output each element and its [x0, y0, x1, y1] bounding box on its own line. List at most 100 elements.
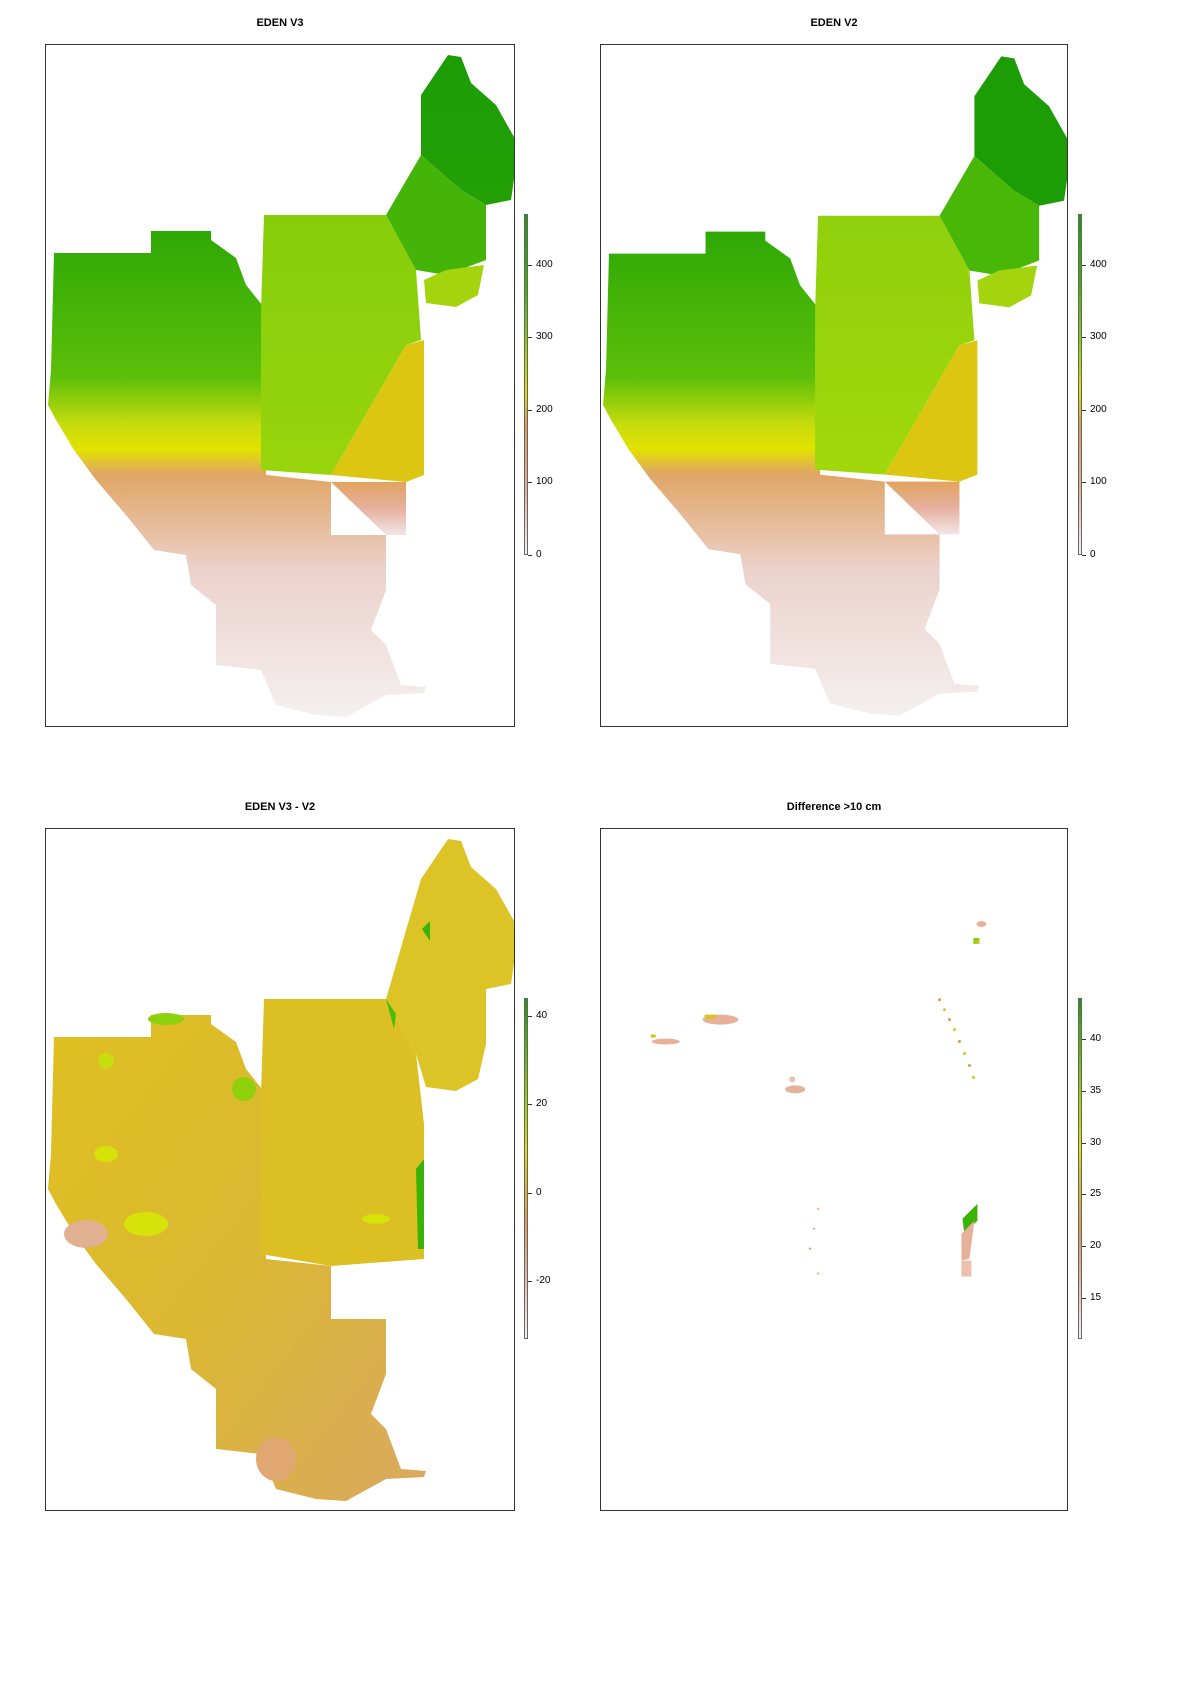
map-patch	[952, 1028, 956, 1032]
legend-tick-label: 0	[536, 549, 542, 560]
map-patch	[94, 1146, 118, 1162]
map-patch	[704, 1014, 717, 1019]
legend-tick-label: 200	[536, 403, 553, 415]
legend-tick-label: 300	[1090, 331, 1107, 343]
map-raster	[650, 921, 987, 1277]
legend: 0 100 200 300 400	[524, 214, 584, 560]
legend: 15 20 25 30 35 40	[1078, 998, 1138, 1343]
map-patch	[816, 1207, 820, 1211]
legend-tick-label: 200	[1090, 403, 1107, 415]
legend-tick	[1082, 337, 1086, 339]
legend-tick	[1082, 264, 1086, 266]
legend: -20 0 20 40	[524, 998, 584, 1343]
map-region-northeast-small	[424, 265, 484, 307]
map-region-northeast-mid	[386, 155, 486, 275]
legend-tick	[1082, 482, 1086, 484]
map-patch	[962, 1052, 966, 1055]
legend-tick	[528, 1015, 532, 1017]
map-patch	[422, 921, 430, 941]
map-region-west	[48, 1015, 426, 1501]
map-patch	[386, 999, 396, 1029]
map-frame	[45, 44, 515, 727]
map-patch	[256, 1437, 296, 1481]
map-patch	[971, 1075, 975, 1079]
legend-tick	[1082, 1194, 1086, 1196]
map-patch	[976, 940, 980, 944]
legend-tick	[528, 555, 532, 556]
map-patch	[962, 1203, 978, 1234]
map-patch	[938, 998, 942, 1002]
map-raster	[602, 56, 1067, 716]
legend-tick	[528, 1104, 532, 1106]
map-patch	[64, 1220, 108, 1248]
legend-tick-label: 400	[536, 258, 553, 270]
map-patch	[416, 1159, 424, 1249]
legend-tick	[528, 1281, 532, 1283]
panel-title: EDEN V2	[810, 17, 858, 29]
legend-colorbar	[524, 214, 528, 555]
map-patch	[961, 1220, 975, 1261]
panel-title: EDEN V3	[256, 17, 304, 29]
legend-tick-label: 0	[536, 1186, 542, 1198]
map-region-northeast-mid	[939, 155, 1040, 276]
map-patch	[651, 1038, 680, 1045]
legend-colorbar	[524, 998, 528, 1339]
map-region-southeast	[884, 481, 960, 535]
legend-colorbar	[1078, 998, 1082, 1339]
map-patch	[957, 1040, 961, 1044]
legend-tick-label: 20	[536, 1098, 548, 1110]
map-region-northeast	[386, 839, 514, 1091]
legend-tick	[1082, 409, 1086, 411]
map-region-yellow-wedge	[884, 340, 978, 482]
legend-tick	[1082, 555, 1086, 556]
map-region-northeast-upper	[974, 56, 1067, 206]
map-region-southeast	[331, 482, 406, 535]
legend-tick	[1082, 1091, 1086, 1092]
legend-tick-label: 100	[536, 476, 553, 488]
legend-tick	[528, 482, 532, 484]
map-region-middle	[261, 999, 424, 1266]
legend-tick	[1082, 1246, 1086, 1247]
panel-title: Difference >10 cm	[786, 801, 882, 813]
map-patch	[976, 921, 987, 928]
map-frame	[45, 828, 515, 1511]
legend-tick	[528, 337, 532, 339]
panel-title: EDEN V3 - V2	[244, 801, 316, 813]
legend: 0 100 200 300 400	[1078, 214, 1138, 560]
map-patch	[948, 1018, 952, 1022]
legend-tick	[528, 1192, 532, 1194]
map-patch	[362, 1214, 390, 1224]
panel-eden-v2: EDEN V2	[600, 0, 1200, 780]
map-patch	[148, 1013, 184, 1025]
map-patch	[785, 1085, 806, 1094]
map-patch	[961, 1260, 972, 1277]
legend-tick-label: 300	[536, 331, 553, 343]
legend-tick	[1082, 1039, 1086, 1041]
map-region-northeast-upper	[421, 55, 514, 205]
panel-eden-diff: EDEN V3 - V2	[0, 780, 600, 1700]
legend-tick-label: 400	[1090, 258, 1107, 270]
legend-tick-label: 35	[1090, 1085, 1102, 1096]
legend-tick-label: -20	[536, 1275, 551, 1287]
map-patch	[124, 1212, 168, 1236]
map-region-west	[602, 231, 980, 716]
map-patch	[967, 1063, 971, 1067]
map-frame	[600, 828, 1068, 1511]
legend-colorbar	[1078, 214, 1082, 555]
map-patch	[650, 1034, 656, 1038]
legend-tick-label: 40	[1090, 1033, 1102, 1045]
map-raster	[48, 55, 514, 717]
legend-tick-label: 40	[536, 1009, 548, 1021]
map-region-west	[48, 231, 426, 717]
map-patch	[232, 1077, 256, 1101]
map-patch	[808, 1247, 812, 1250]
map-patch	[789, 1076, 796, 1083]
legend-tick-label: 15	[1090, 1291, 1102, 1303]
map-raster	[48, 839, 514, 1501]
legend-tick	[528, 264, 532, 266]
map-patch	[812, 1227, 816, 1230]
panel-difference-gt-10cm: Difference >10 cm	[600, 780, 1200, 1700]
map-patch	[98, 1053, 114, 1069]
map-region-yellow-wedge	[331, 340, 424, 482]
legend-tick	[1082, 1297, 1086, 1299]
